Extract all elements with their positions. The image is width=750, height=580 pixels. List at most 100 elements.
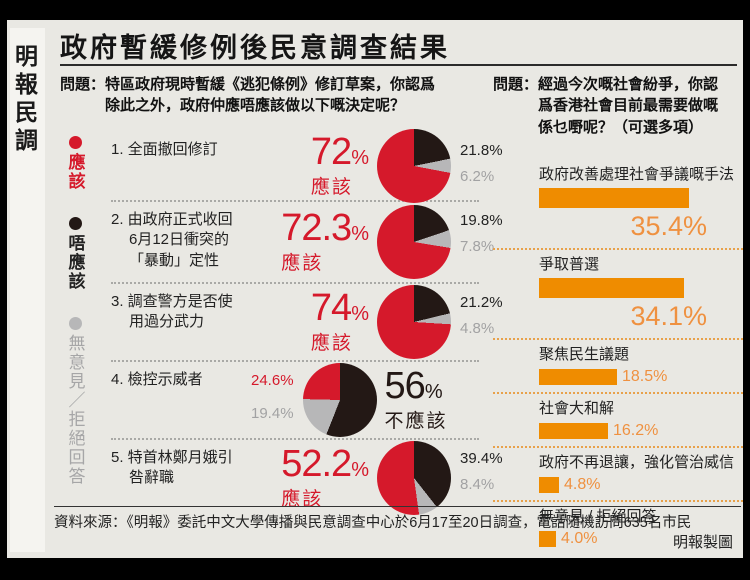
highlight-value: 56 (384, 365, 426, 407)
question-prefix: 問題： (493, 76, 539, 93)
pie-side-labels: 39.4% 8.4% (451, 450, 514, 493)
pie-row-label: 5. 特首林鄭月娥引 咎辭職 (111, 449, 233, 487)
legend-item-disagree: 唔應該 (65, 217, 85, 291)
pie-chart-3 (377, 285, 451, 359)
question-text: 特區政府現時暫緩《逃犯條例》修訂草案，你認爲 除此之外，政府仲應唔應該做以下嘅決… (105, 76, 436, 115)
pie-row-label: 1. 全面撤回修訂 (111, 141, 218, 158)
highlight-caption: 應該 (281, 253, 324, 274)
pie-section-question: 問題： 特區政府現時暫緩《逃犯條例》修訂草案，你認爲 除此之外，政府仲應唔應該做… (60, 74, 490, 117)
infographic-panel: 明報民調 政府暫緩修例後民意調查結果 問題： 特區政府現時暫緩《逃犯條例》修訂草… (7, 20, 743, 558)
source-note: 資料來源：《明報》委託中文大學傳播與民意調查中心於6月17至20日調查，電話隨機… (54, 515, 692, 531)
highlight-caption: 應該 (310, 177, 353, 198)
highlight-unit: % (351, 223, 369, 245)
bar-4 (539, 423, 608, 439)
pie-chart-1 (377, 129, 451, 203)
highlight-value: 72 (310, 131, 352, 173)
no-opinion-value: 6.2% (460, 168, 495, 185)
bar-5 (539, 477, 559, 493)
pie-row-highlight: 56% 不應該 (377, 367, 493, 433)
pie-row-label: 3. 調查警方是否使 用過分武力 (111, 293, 233, 331)
pie-row-highlight: 72.3% 應該 (251, 209, 377, 275)
disagree-value: 19.8% (460, 212, 503, 229)
page-title: 政府暫緩修例後民意調查結果 (60, 33, 450, 63)
pie-side-labels: 24.6% 19.4% (251, 372, 303, 422)
pie-row-3: 3. 調查警方是否使 用過分武力 74% 應該 21.2% 4.8% (111, 284, 503, 362)
highlight-unit: % (424, 381, 443, 403)
bar-label: 聚焦民生議題 (539, 346, 630, 363)
bar-value: 18.5% (622, 368, 668, 385)
bar-entry-3: 聚焦民生議題 18.5% (493, 346, 743, 394)
pie-rows: 1. 全面撤回修訂 72% 應該 21.8% 6.2% 2. 由政府正式收回 6… (111, 129, 503, 516)
pie-chart-5 (377, 441, 451, 515)
bar-value: 4.8% (564, 476, 601, 493)
disagree-value: 21.8% (460, 142, 503, 159)
highlight-value: 72.3 (281, 207, 352, 249)
pie-row-5: 5. 特首林鄭月娥引 咎辭職 52.2% 應該 39.4% 8.4% (111, 440, 503, 516)
no-opinion-value: 19.4% (251, 405, 294, 422)
legend-dot-no-opinion-icon (68, 317, 82, 330)
legend-dot-agree-icon (68, 136, 82, 149)
no-opinion-value: 8.4% (460, 476, 495, 493)
highlight-unit: % (351, 303, 369, 325)
bar-2 (539, 278, 684, 298)
question-prefix: 問題： (60, 76, 106, 93)
title-divider (60, 64, 737, 66)
bar-label: 無意見 / 拒絕回答 (539, 508, 657, 525)
pie-row-label: 4. 檢控示威者 (111, 371, 203, 388)
legend-label: 唔應該 (65, 234, 85, 291)
agree-value: 24.6% (251, 372, 294, 389)
bar-entry-6: 無意見 / 拒絕回答 4.0% (493, 508, 743, 554)
pie-row-4: 4. 檢控示威者 24.6% 19.4% 56% 不應該 (111, 362, 479, 440)
bar-3 (539, 369, 617, 385)
bar-value: 4.0% (561, 530, 598, 547)
legend-label: 應該 (65, 153, 85, 191)
bar-section-question: 問題： 經過今次嘅社會紛爭，你認 爲香港社會目前最需要做嘅 係乜嘢呢？（可選多項… (493, 74, 743, 138)
pie-chart-4 (302, 363, 377, 437)
bar-entry-1: 政府改善處理社會爭議嘅手法 35.4% (493, 166, 743, 250)
bar-label: 社會大和解 (539, 400, 615, 417)
pie-row-2: 2. 由政府正式收回 6月12日衝突的 「暴動」定性 72.3% 應該 19.8… (111, 202, 503, 284)
legend-dot-disagree-icon (68, 217, 82, 230)
bar-value: 35.4% (630, 211, 707, 241)
bar-1 (539, 188, 689, 208)
highlight-caption: 應該 (310, 333, 353, 354)
bar-entry-4: 社會大和解 16.2% (493, 400, 743, 448)
pie-row-1: 1. 全面撤回修訂 72% 應該 21.8% 6.2% (111, 129, 503, 203)
bar-value: 16.2% (613, 422, 659, 439)
bar-6 (539, 531, 556, 547)
bar-entry-5: 政府不再退讓，強化管治威信 4.8% (493, 454, 743, 502)
highlight-value: 52.2 (281, 443, 352, 485)
disagree-value: 39.4% (460, 450, 503, 467)
bar-label: 政府改善處理社會爭議嘅手法 (539, 166, 735, 183)
source-divider (54, 506, 741, 507)
highlight-value: 74 (310, 287, 352, 329)
masthead-title: 明報民調 (11, 44, 38, 156)
credit-note: 明報製圖 (672, 534, 733, 551)
question-text: 經過今次嘅社會紛爭，你認 爲香港社會目前最需要做嘅 係乜嘢呢？（可選多項） (538, 76, 719, 136)
pie-side-labels: 21.2% 4.8% (451, 294, 514, 337)
bar-label: 政府不再退讓，強化管治威信 (539, 454, 735, 471)
bar-entry-2: 爭取普選 34.1% (493, 256, 743, 340)
legend-item-no-opinion: 無意見／拒絕回答 (65, 317, 85, 486)
bar-label: 爭取普選 (539, 256, 600, 273)
no-opinion-value: 4.8% (460, 320, 495, 337)
highlight-unit: % (351, 147, 369, 169)
legend-item-agree: 應該 (65, 136, 85, 191)
pie-legend: 應該 唔應該 無意見／拒絕回答 (57, 136, 93, 512)
pie-row-highlight: 72% 應該 (251, 133, 377, 199)
bar-chart: 政府改善處理社會爭議嘅手法 35.4% 爭取普選 34.1% 聚焦民生議題 18… (493, 166, 743, 560)
masthead-strip: 明報民調 (10, 28, 45, 552)
no-opinion-value: 7.8% (460, 238, 495, 255)
highlight-caption: 應該 (281, 489, 324, 510)
pie-side-labels: 19.8% 7.8% (451, 212, 514, 255)
highlight-unit: % (351, 459, 369, 481)
legend-label: 無意見／拒絕回答 (65, 334, 85, 486)
pie-row-highlight: 52.2% 應該 (251, 445, 377, 511)
pie-row-highlight: 74% 應該 (251, 289, 377, 355)
pie-side-labels: 21.8% 6.2% (451, 142, 514, 185)
disagree-value: 21.2% (460, 294, 503, 311)
bar-value: 34.1% (630, 301, 707, 331)
pie-row-label: 2. 由政府正式收回 6月12日衝突的 「暴動」定性 (111, 211, 233, 269)
pie-chart-2 (377, 205, 451, 279)
